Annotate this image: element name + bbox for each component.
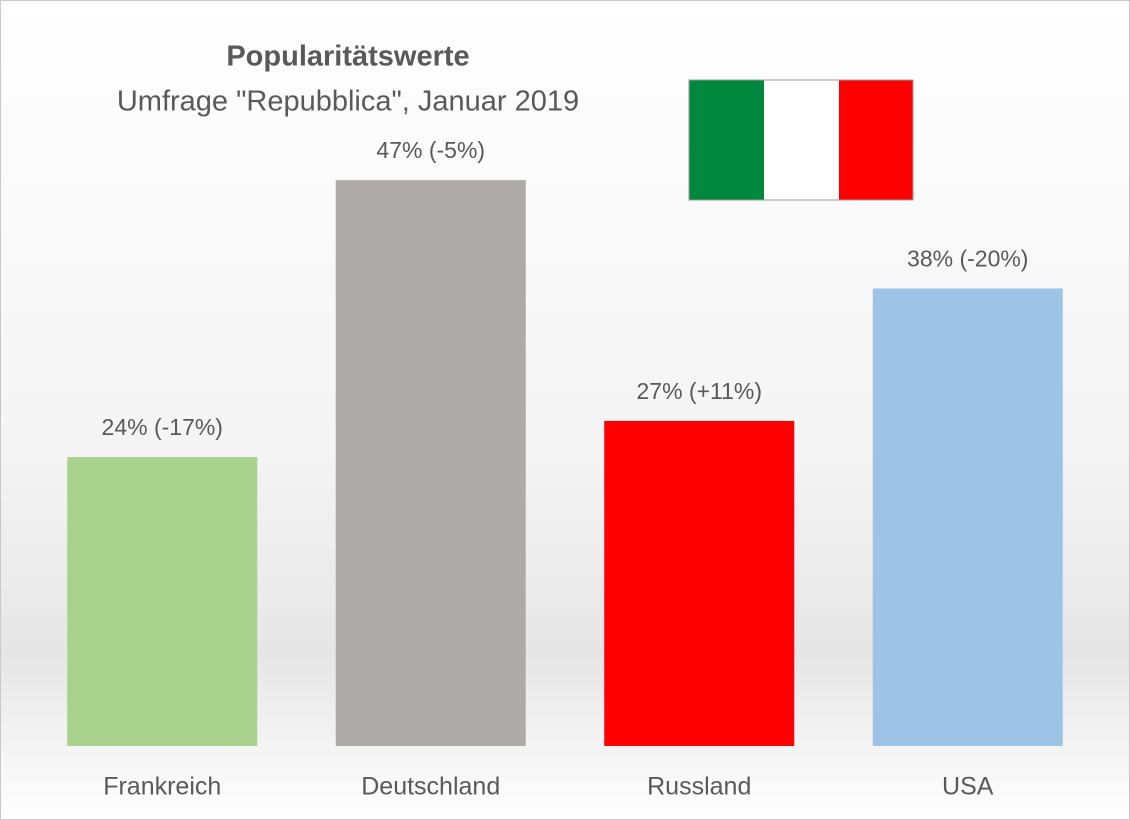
chart-subtitle: Umfrage "Repubblica", Januar 2019 <box>117 86 579 118</box>
value-label: 47% (-5%) <box>376 137 485 163</box>
x-tick-label: Russland <box>647 773 751 801</box>
x-tick-label: Frankreich <box>103 773 221 801</box>
flag-border <box>688 79 914 201</box>
x-tick-label: USA <box>942 773 994 801</box>
flag <box>688 79 914 201</box>
flag-stripe <box>764 80 839 200</box>
chart-title: Popularitätswerte <box>226 41 469 73</box>
value-label: 27% (+11%) <box>636 378 762 404</box>
value-label: 24% (-17%) <box>102 414 223 440</box>
bar <box>604 420 795 746</box>
flag-stripe <box>689 80 764 200</box>
bar <box>67 457 258 746</box>
bar <box>872 288 1063 746</box>
value-label: 38% (-20%) <box>907 246 1028 272</box>
x-tick-label: Deutschland <box>361 773 500 801</box>
flag-stripe <box>839 80 913 200</box>
bar <box>335 180 526 746</box>
